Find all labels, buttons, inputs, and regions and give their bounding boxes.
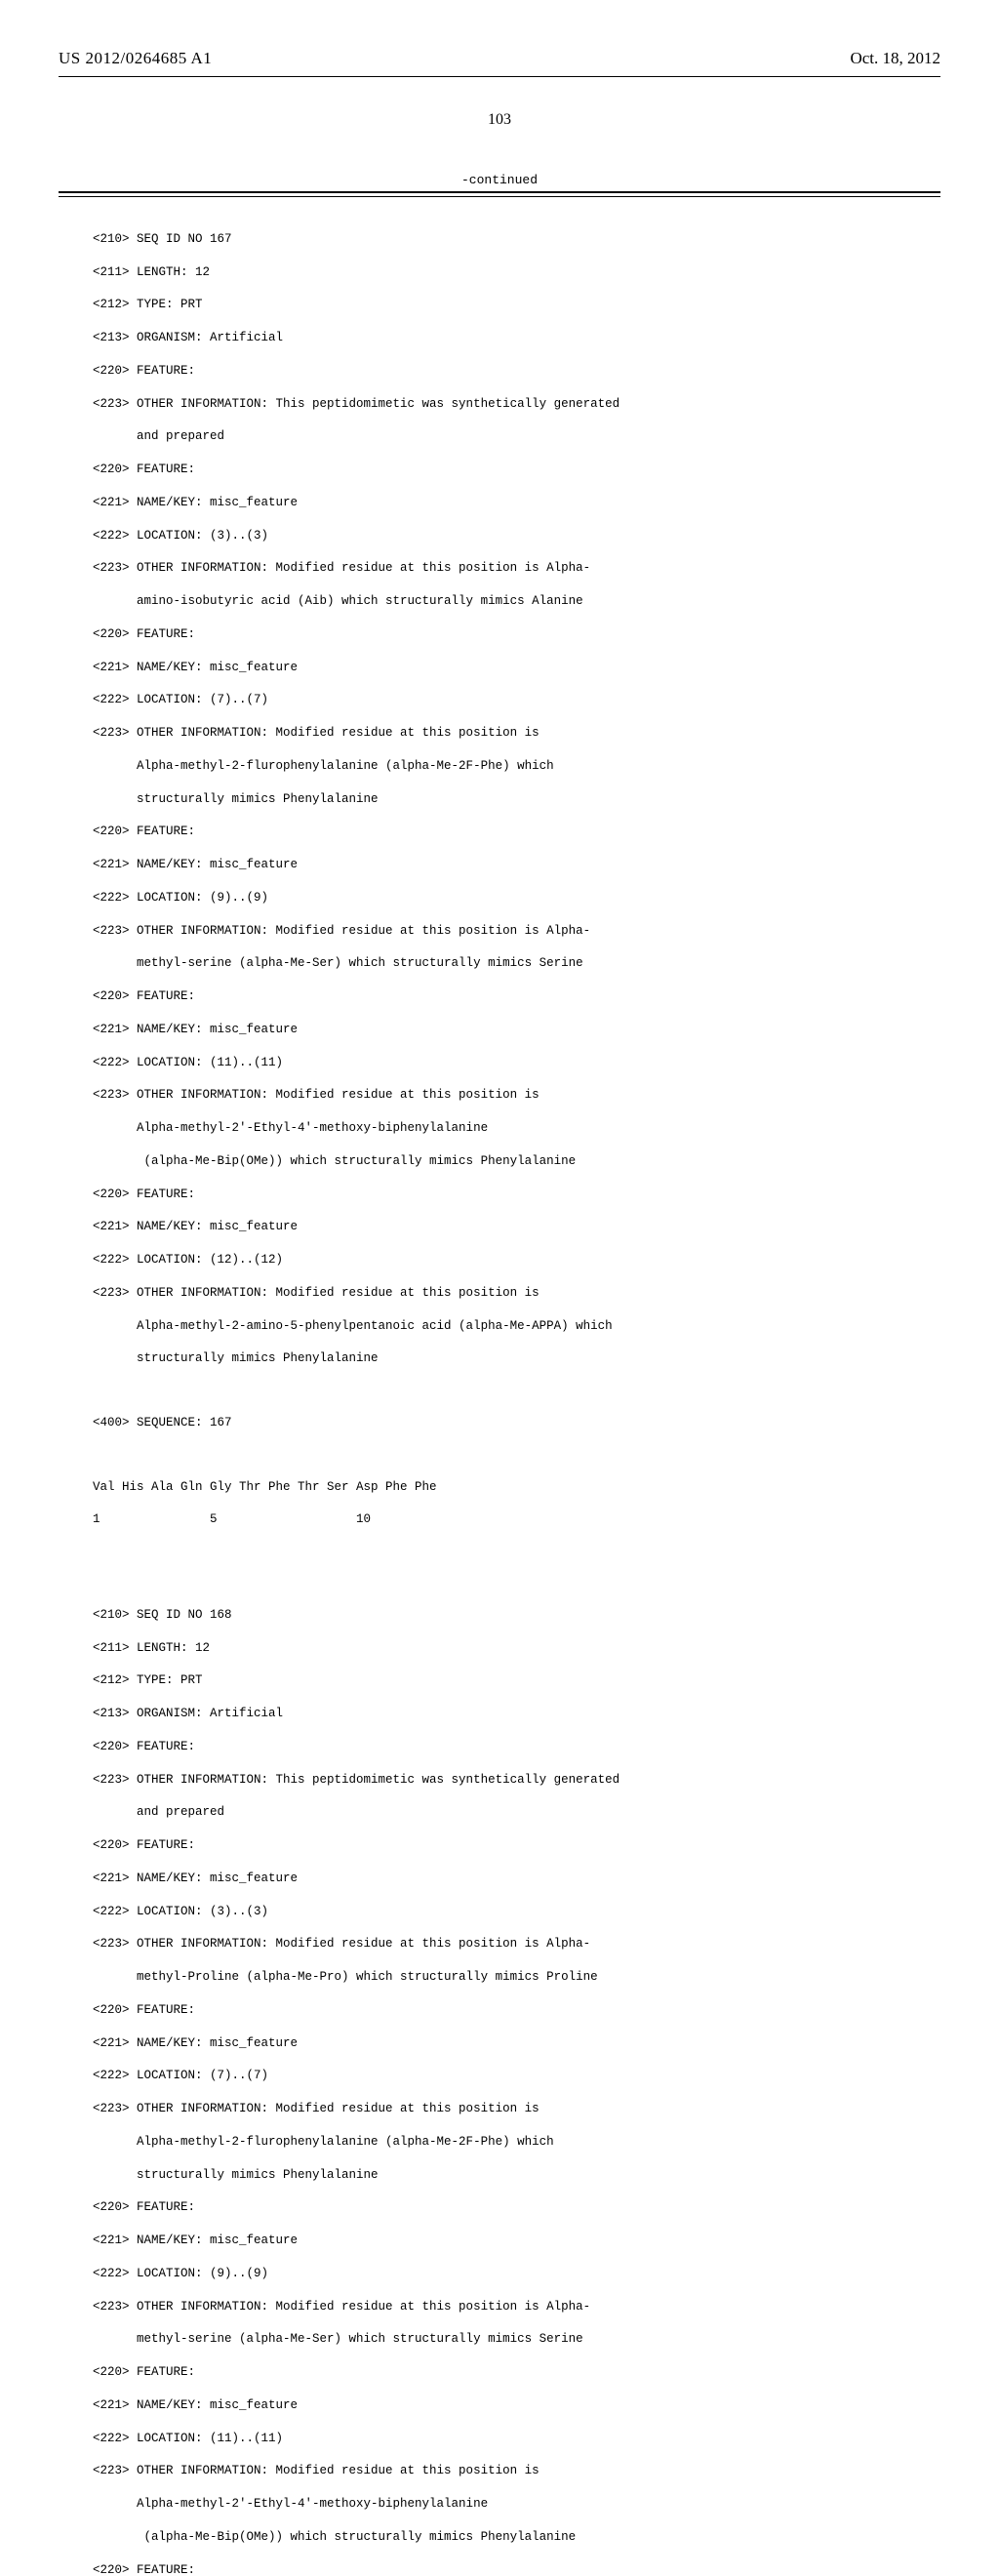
seq-line: methyl-Proline (alpha-Me-Pro) which stru… <box>93 1969 940 1986</box>
seq-line: <221> NAME/KEY: misc_feature <box>93 2035 940 2052</box>
seq-line: <223> OTHER INFORMATION: Modified residu… <box>93 1285 940 1302</box>
seq-line: <220> FEATURE: <box>93 2199 940 2216</box>
seq-line: <220> FEATURE: <box>93 462 940 478</box>
seq-line: and prepared <box>93 1804 940 1821</box>
seq-line: <222> LOCATION: (7)..(7) <box>93 2068 940 2084</box>
seq-line: <221> NAME/KEY: misc_feature <box>93 660 940 676</box>
seq-line: <223> OTHER INFORMATION: Modified residu… <box>93 1087 940 1104</box>
seq-line: <222> LOCATION: (3)..(3) <box>93 1904 940 1920</box>
sequence-rule-bottom <box>59 196 940 197</box>
seq-line: <212> TYPE: PRT <box>93 1672 940 1689</box>
seq-line: <221> NAME/KEY: misc_feature <box>93 2233 940 2249</box>
seq-line: methyl-serine (alpha-Me-Ser) which struc… <box>93 955 940 972</box>
seq-line: <210> SEQ ID NO 167 <box>93 231 940 248</box>
seq-line: <223> OTHER INFORMATION: Modified residu… <box>93 1936 940 1952</box>
seq-line: Alpha-methyl-2-flurophenylalanine (alpha… <box>93 758 940 775</box>
seq-line: <221> NAME/KEY: misc_feature <box>93 1022 940 1038</box>
seq-line: <222> LOCATION: (11)..(11) <box>93 1055 940 1071</box>
seq-line: <223> OTHER INFORMATION: This peptidomim… <box>93 396 940 413</box>
seq-line: <223> OTHER INFORMATION: Modified residu… <box>93 2299 940 2315</box>
seq-line: <222> LOCATION: (3)..(3) <box>93 528 940 544</box>
seq-line: <223> OTHER INFORMATION: Modified residu… <box>93 2101 940 2117</box>
seq-line: (alpha-Me-Bip(OMe)) which structurally m… <box>93 1153 940 1170</box>
seq-line: 1 5 10 <box>93 1511 940 1528</box>
seq-line: <213> ORGANISM: Artificial <box>93 1706 940 1722</box>
seq-line: <220> FEATURE: <box>93 2002 940 2019</box>
seq-line: <222> LOCATION: (7)..(7) <box>93 692 940 708</box>
seq-line: <212> TYPE: PRT <box>93 297 940 313</box>
header-publication-number: US 2012/0264685 A1 <box>59 49 212 68</box>
seq-line: <400> SEQUENCE: 167 <box>93 1415 940 1431</box>
seq-line: <222> LOCATION: (12)..(12) <box>93 1252 940 1268</box>
seq-line: Alpha-methyl-2'-Ethyl-4'-methoxy-bipheny… <box>93 1120 940 1137</box>
seq-line: <223> OTHER INFORMATION: Modified residu… <box>93 725 940 742</box>
seq-line: Alpha-methyl-2-amino-5-phenylpentanoic a… <box>93 1318 940 1335</box>
seq-line: <220> FEATURE: <box>93 1187 940 1203</box>
seq-line: <220> FEATURE: <box>93 626 940 643</box>
seq-line: methyl-serine (alpha-Me-Ser) which struc… <box>93 2331 940 2348</box>
seq-line: (alpha-Me-Bip(OMe)) which structurally m… <box>93 2529 940 2546</box>
seq-line: <221> NAME/KEY: misc_feature <box>93 1219 940 1235</box>
seq-line: <221> NAME/KEY: misc_feature <box>93 1871 940 1887</box>
seq-line: <220> FEATURE: <box>93 2364 940 2381</box>
seq-line: <222> LOCATION: (9)..(9) <box>93 890 940 906</box>
header-date: Oct. 18, 2012 <box>850 49 940 68</box>
seq-line: <210> SEQ ID NO 168 <box>93 1607 940 1624</box>
seq-line: <220> FEATURE: <box>93 1837 940 1854</box>
seq-line: <211> LENGTH: 12 <box>93 1640 940 1657</box>
header-rule <box>59 76 940 77</box>
sequence-listing: <210> SEQ ID NO 167 <211> LENGTH: 12 <21… <box>59 215 940 2576</box>
page-header: US 2012/0264685 A1 Oct. 18, 2012 <box>59 49 940 68</box>
seq-line: <223> OTHER INFORMATION: Modified residu… <box>93 560 940 577</box>
seq-line: and prepared <box>93 428 940 445</box>
seq-line: <211> LENGTH: 12 <box>93 264 940 281</box>
seq-line: <223> OTHER INFORMATION: Modified residu… <box>93 2463 940 2479</box>
seq-line: structurally mimics Phenylalanine <box>93 2167 940 2184</box>
seq-line: <223> OTHER INFORMATION: This peptidomim… <box>93 1772 940 1789</box>
seq-line: <220> FEATURE: <box>93 1739 940 1755</box>
seq-line: structurally mimics Phenylalanine <box>93 1350 940 1367</box>
seq-line: <220> FEATURE: <box>93 363 940 380</box>
seq-line: <222> LOCATION: (9)..(9) <box>93 2266 940 2282</box>
seq-line: structurally mimics Phenylalanine <box>93 791 940 808</box>
seq-line: <221> NAME/KEY: misc_feature <box>93 495 940 511</box>
seq-line: amino-isobutyric acid (Aib) which struct… <box>93 593 940 610</box>
seq-line: Val His Ala Gln Gly Thr Phe Thr Ser Asp … <box>93 1479 940 1496</box>
page-number: 103 <box>59 111 940 129</box>
continued-label: -continued <box>59 173 940 187</box>
seq-line: <213> ORGANISM: Artificial <box>93 330 940 346</box>
seq-line: <223> OTHER INFORMATION: Modified residu… <box>93 923 940 940</box>
seq-line: <221> NAME/KEY: misc_feature <box>93 2397 940 2414</box>
seq-line: <220> FEATURE: <box>93 2562 940 2576</box>
seq-line: <221> NAME/KEY: misc_feature <box>93 857 940 873</box>
seq-line: <222> LOCATION: (11)..(11) <box>93 2431 940 2447</box>
sequence-rule-top <box>59 191 940 193</box>
seq-line: Alpha-methyl-2'-Ethyl-4'-methoxy-bipheny… <box>93 2496 940 2513</box>
seq-line: <220> FEATURE: <box>93 988 940 1005</box>
seq-line: <220> FEATURE: <box>93 824 940 840</box>
seq-line: Alpha-methyl-2-flurophenylalanine (alpha… <box>93 2134 940 2151</box>
